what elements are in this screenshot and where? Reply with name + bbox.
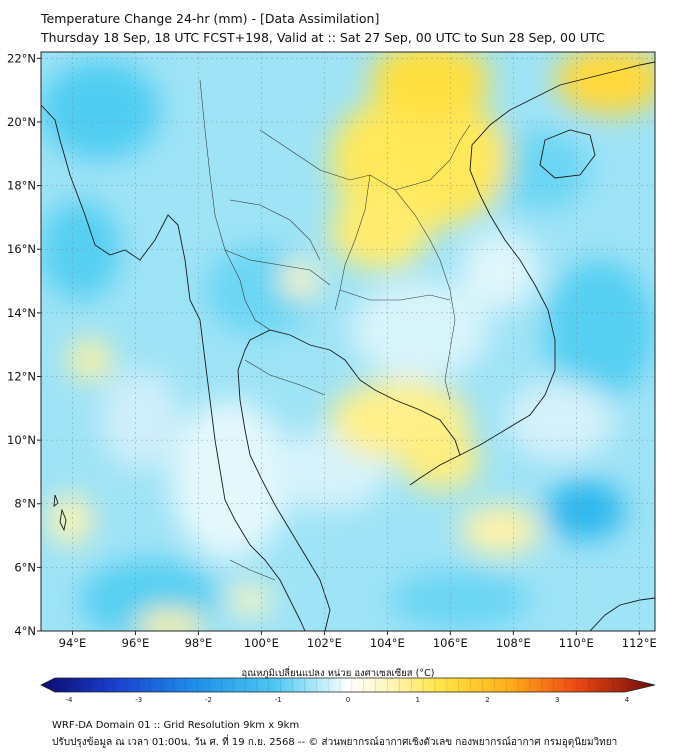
colorbar-tick-label: 2 <box>485 696 489 704</box>
admin-borders <box>199 79 471 581</box>
lat-tick-label: 20°N <box>7 115 36 129</box>
latitude-labels: 4°N 6°N 8°N 10°N 12°N 14°N 16°N 18°N 20°N 22°N <box>7 51 41 638</box>
map-subtitle: Thursday 18 Sep, 18 UTC FCST+198, Valid … <box>41 30 605 45</box>
longitude-labels: 94°E 96°E 98°E 100°E 102°E 104°E 106°E 108°E 110… <box>59 631 657 650</box>
colorbar-tick-label: 1 <box>416 696 420 704</box>
lat-tick-label: 14°N <box>7 306 36 320</box>
lon-tick-label: 100°E <box>244 636 279 650</box>
lat-tick-label: 18°N <box>7 179 36 193</box>
lon-tick-label: 112°E <box>622 636 657 650</box>
colorbar-label: อุณหภูมิเปลี่ยนแปลง หน่วย องศาเซลเซียส (… <box>241 668 435 679</box>
lat-tick-label: 4°N <box>14 624 36 638</box>
lat-tick-label: 6°N <box>14 560 36 574</box>
lon-tick-label: 102°E <box>307 636 342 650</box>
lon-tick-label: 108°E <box>496 636 531 650</box>
colorbar-ticks: -4 -3 -2 -1 0 1 2 3 4 <box>66 678 630 704</box>
colorbar-tick-label: 4 <box>625 696 630 704</box>
lat-tick-label: 8°N <box>14 497 36 511</box>
colorbar-tick-label: 0 <box>346 696 350 704</box>
colorbar-tick-label: 3 <box>555 696 559 704</box>
lon-tick-label: 96°E <box>122 636 150 650</box>
colorbar-tick-label: -1 <box>275 696 282 704</box>
temperature-field <box>41 52 655 631</box>
colorbar-tick-label: -4 <box>66 696 74 704</box>
lon-tick-label: 98°E <box>185 636 213 650</box>
lon-tick-label: 104°E <box>370 636 405 650</box>
lon-tick-label: 110°E <box>559 636 594 650</box>
lat-tick-label: 22°N <box>7 51 36 65</box>
lat-tick-label: 10°N <box>7 433 36 447</box>
colorbar-tick-label: -3 <box>135 696 142 704</box>
footer-model-info: WRF-DA Domain 01 :: Grid Resolution 9km … <box>52 720 300 731</box>
lat-tick-label: 16°N <box>7 242 36 256</box>
colorbar: -4 -3 -2 -1 0 1 2 3 4 <box>40 677 656 704</box>
coastlines <box>41 61 655 631</box>
lon-tick-label: 106°E <box>433 636 468 650</box>
colorbar-ramp <box>40 677 656 693</box>
lat-tick-label: 12°N <box>7 369 36 383</box>
map-frame <box>40 51 656 632</box>
lon-tick-label: 94°E <box>59 636 87 650</box>
footer-credit: ปรับปรุงข้อมูล ณ เวลา 01:00น. วัน ศ. ที่… <box>52 737 618 748</box>
colorbar-tick-label: -2 <box>205 696 212 704</box>
map-title: Temperature Change 24-hr (mm) - [Data As… <box>41 11 380 26</box>
grid-lines <box>41 52 655 631</box>
